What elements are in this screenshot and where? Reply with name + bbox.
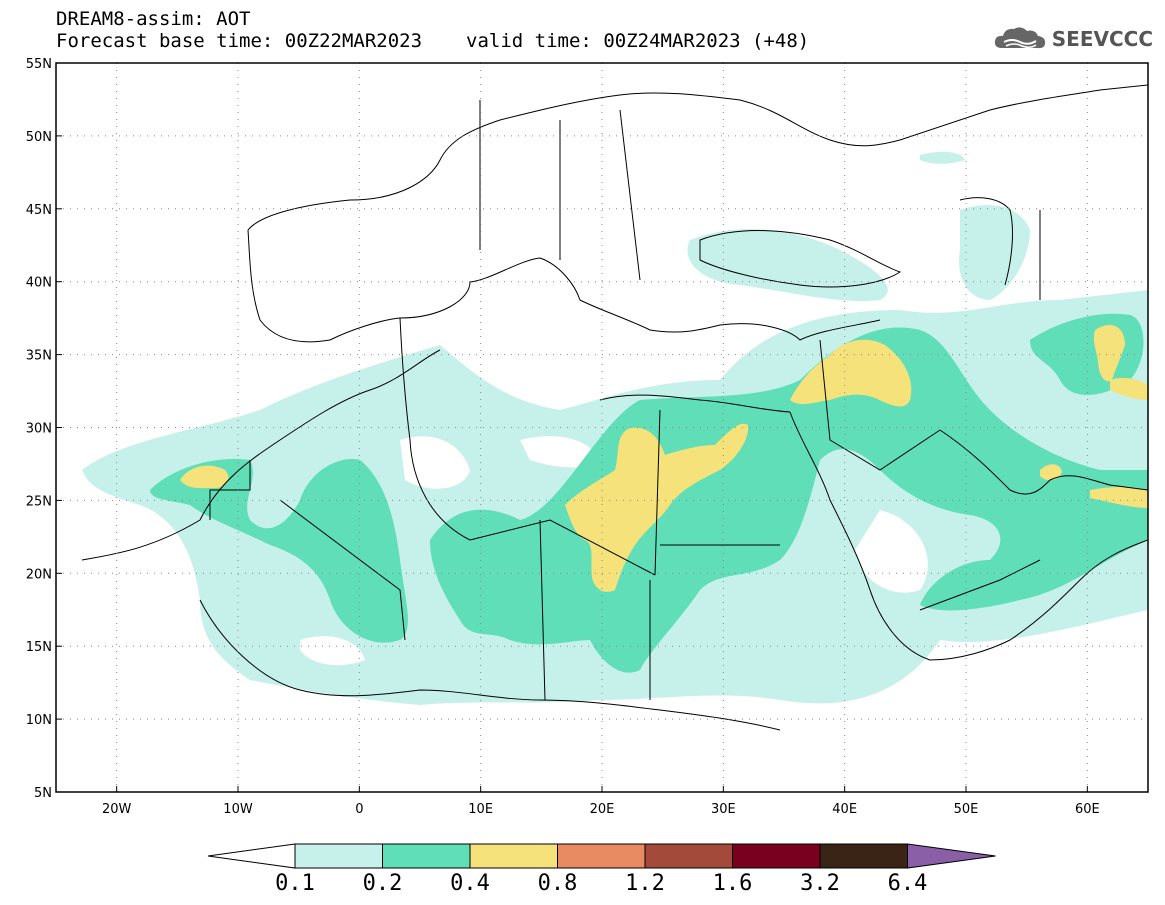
map-title-block: DREAM8-assim: AOT Forecast base time: 00… [56, 8, 809, 52]
aot-field [82, 151, 1148, 705]
lat-label: 55N [26, 57, 52, 72]
colorbar: 0.1 0.2 0.4 0.8 1.2 1.6 3.2 6.4 [207, 843, 996, 896]
colorbar-swatch [557, 843, 646, 869]
lon-label: 0 [355, 802, 363, 817]
lat-label: 5N [34, 786, 52, 801]
seevccc-logo: SEEVCCC [992, 22, 1153, 56]
lon-label: 10W [223, 802, 253, 817]
logo-text: SEEVCCC [1051, 27, 1153, 51]
coastlines [81, 84, 1148, 731]
colorbar-label: 1.6 [713, 871, 753, 896]
base-time: Forecast base time: 00Z22MAR2023 [56, 30, 423, 52]
forecast-times: Forecast base time: 00Z22MAR2023 valid ti… [56, 30, 809, 52]
lat-label: 30N [26, 422, 52, 437]
colorbar-label: 1.2 [625, 871, 665, 896]
lat-label: 20N [26, 567, 52, 582]
valid-time: valid time: 00Z24MAR2023 (+48) [466, 30, 810, 52]
colorbar-swatch [644, 843, 733, 869]
lon-label: 50E [954, 802, 979, 817]
colorbar-label: 0.8 [538, 871, 578, 896]
lon-label: 60E [1075, 802, 1100, 817]
colorbar-label: 6.4 [888, 871, 928, 896]
colorbar-label: 0.1 [275, 871, 315, 896]
colorbar-swatch [382, 843, 471, 869]
lon-label: 30E [711, 802, 736, 817]
cloud-icon [994, 27, 1045, 49]
lat-label: 10N [26, 713, 52, 728]
colorbar-swatch [732, 843, 821, 869]
map-title: DREAM8-assim: AOT [56, 8, 251, 30]
colorbar-under-arrow [207, 843, 296, 869]
lon-label: 40E [832, 802, 857, 817]
lon-label: 20E [590, 802, 615, 817]
axis-ticks: 20W 10W 0 10E 20E 30E 40E 50E 60E 55N 50N 45N 40N 35N… [26, 57, 1100, 817]
lat-label: 25N [26, 494, 52, 509]
grid-lines [56, 63, 1148, 792]
lat-label: 45N [26, 203, 52, 218]
lat-label: 15N [26, 640, 52, 655]
lat-label: 40N [26, 276, 52, 291]
lon-label: 20W [102, 802, 132, 817]
colorbar-swatch [294, 843, 383, 869]
colorbar-label: 0.4 [450, 871, 490, 896]
aot-clear-areas [300, 436, 928, 666]
lat-label: 50N [26, 130, 52, 145]
colorbar-over-arrow [907, 843, 996, 869]
colorbar-label: 3.2 [800, 871, 840, 896]
colorbar-label: 0.2 [363, 871, 403, 896]
colorbar-swatch [469, 843, 558, 869]
lat-label: 35N [26, 349, 52, 364]
lon-label: 10E [468, 802, 493, 817]
colorbar-swatch [819, 843, 908, 869]
